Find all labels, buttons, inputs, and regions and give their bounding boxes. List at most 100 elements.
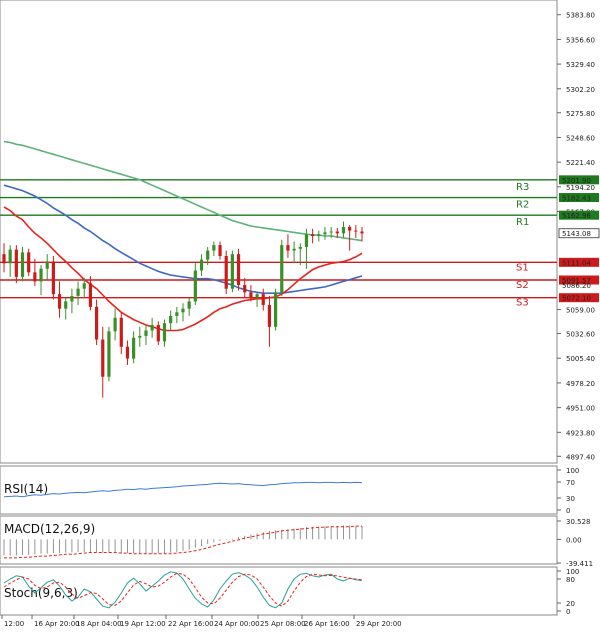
price-tick-label: 4978.20 <box>566 380 595 388</box>
candle-body <box>193 270 197 302</box>
indicator-tick-label: 30.528 <box>566 518 591 526</box>
price-tick-label: 4897.40 <box>566 453 595 461</box>
candle <box>156 321 160 345</box>
candle <box>70 288 74 314</box>
candle <box>255 292 259 307</box>
time-tick-label: 29 Apr 20:00 <box>356 620 402 628</box>
rsi-panel[interactable]: RSI(14) 100 70 30 0 <box>0 465 579 515</box>
candle <box>14 245 18 284</box>
candle-body <box>360 231 364 234</box>
candle <box>125 340 130 365</box>
candle-body <box>119 317 123 347</box>
price-tick-label: 5275.80 <box>566 110 595 118</box>
candle <box>119 312 123 355</box>
stoch-d-line <box>3 572 363 607</box>
stoch-panel-frame <box>0 566 558 616</box>
candle <box>199 254 204 276</box>
candle-body <box>317 234 321 237</box>
level-box-r1 <box>559 210 599 220</box>
candle <box>162 319 167 347</box>
candle-body <box>51 261 55 295</box>
level-box-s2 <box>559 275 599 285</box>
candle-body <box>341 226 346 234</box>
time-tick-label: 12:00 <box>4 620 24 628</box>
candle <box>57 281 62 318</box>
candle-body <box>212 245 216 251</box>
price-tick-label: 5032.60 <box>566 331 595 339</box>
candle-body <box>273 292 278 327</box>
candle-body <box>175 312 179 316</box>
time-tick-label: 16 Apr 20:00 <box>34 620 80 628</box>
candle <box>267 295 272 347</box>
candle-body <box>156 325 160 342</box>
indicator-tick-label: 70 <box>566 479 575 487</box>
indicator-tick-label: 100 <box>566 568 579 576</box>
level-name-s3: S3 <box>516 298 529 309</box>
candle <box>187 297 191 316</box>
rsi-line <box>3 481 363 498</box>
candle <box>113 308 117 341</box>
macd-histogram <box>3 525 363 556</box>
candle <box>304 228 309 269</box>
candle <box>132 331 136 364</box>
candle-body <box>8 249 12 264</box>
candle <box>138 326 142 347</box>
indicator-tick-label: 20 <box>566 600 575 608</box>
candle <box>88 275 93 311</box>
macd-axis: 30.528 0.00 -39.411 <box>557 518 593 568</box>
candle-body <box>335 231 339 234</box>
candle-body <box>64 301 68 309</box>
candle-body <box>138 335 142 338</box>
level-price-r3: 5201.90 <box>562 177 591 185</box>
macd-panel-frame <box>0 515 558 565</box>
candle <box>292 241 296 264</box>
candle <box>311 228 315 244</box>
ema-mid-line <box>3 184 363 294</box>
candle-body <box>298 246 302 249</box>
candle-body <box>27 252 31 273</box>
candle-body <box>243 285 247 293</box>
candle-body <box>224 256 228 289</box>
time-tick-label: 19 Apr 12:00 <box>120 620 166 628</box>
time-tick-label: 25 Apr 08:00 <box>260 620 306 628</box>
candle <box>27 248 31 276</box>
candle-body <box>292 248 296 251</box>
level-box-s1 <box>559 257 599 267</box>
level-name-r3: R3 <box>516 182 529 193</box>
macd-panel[interactable]: MACD(12,26,9) 30.528 0.00 -39.411 <box>0 515 593 568</box>
candle-body <box>107 331 111 377</box>
candle <box>169 310 173 331</box>
candle-body <box>236 254 241 286</box>
candle <box>82 277 86 298</box>
candle <box>181 303 185 322</box>
candle <box>206 246 210 266</box>
candle-body <box>181 308 185 313</box>
main-price-panel[interactable]: 5383.80 5356.60 5329.40 5302.20 5275.80 5248.… <box>0 0 600 464</box>
rsi-axis: 100 70 30 0 <box>557 467 579 515</box>
candle-body <box>162 323 167 342</box>
candle <box>33 258 37 286</box>
level-price-r1: 5162.96 <box>562 212 591 220</box>
time-tick-label: 26 Apr 16:00 <box>304 620 350 628</box>
price-tick-label: 5194.20 <box>566 184 595 192</box>
candle <box>236 248 241 291</box>
candle <box>230 250 234 293</box>
level-name-s1: S1 <box>516 262 529 273</box>
level-box-r3 <box>559 175 599 185</box>
candle-body <box>70 295 74 302</box>
candle <box>175 306 179 324</box>
level-name-r2: R2 <box>516 200 529 211</box>
candle-body <box>286 245 290 251</box>
candle-body <box>113 317 117 332</box>
candle <box>94 299 99 345</box>
candle <box>76 281 80 306</box>
indicator-tick-label: 100 <box>566 467 579 475</box>
candle <box>329 226 333 238</box>
candle-body <box>169 315 173 324</box>
candle <box>249 285 253 302</box>
macd-signal-line <box>4 525 362 559</box>
candle <box>20 246 25 282</box>
